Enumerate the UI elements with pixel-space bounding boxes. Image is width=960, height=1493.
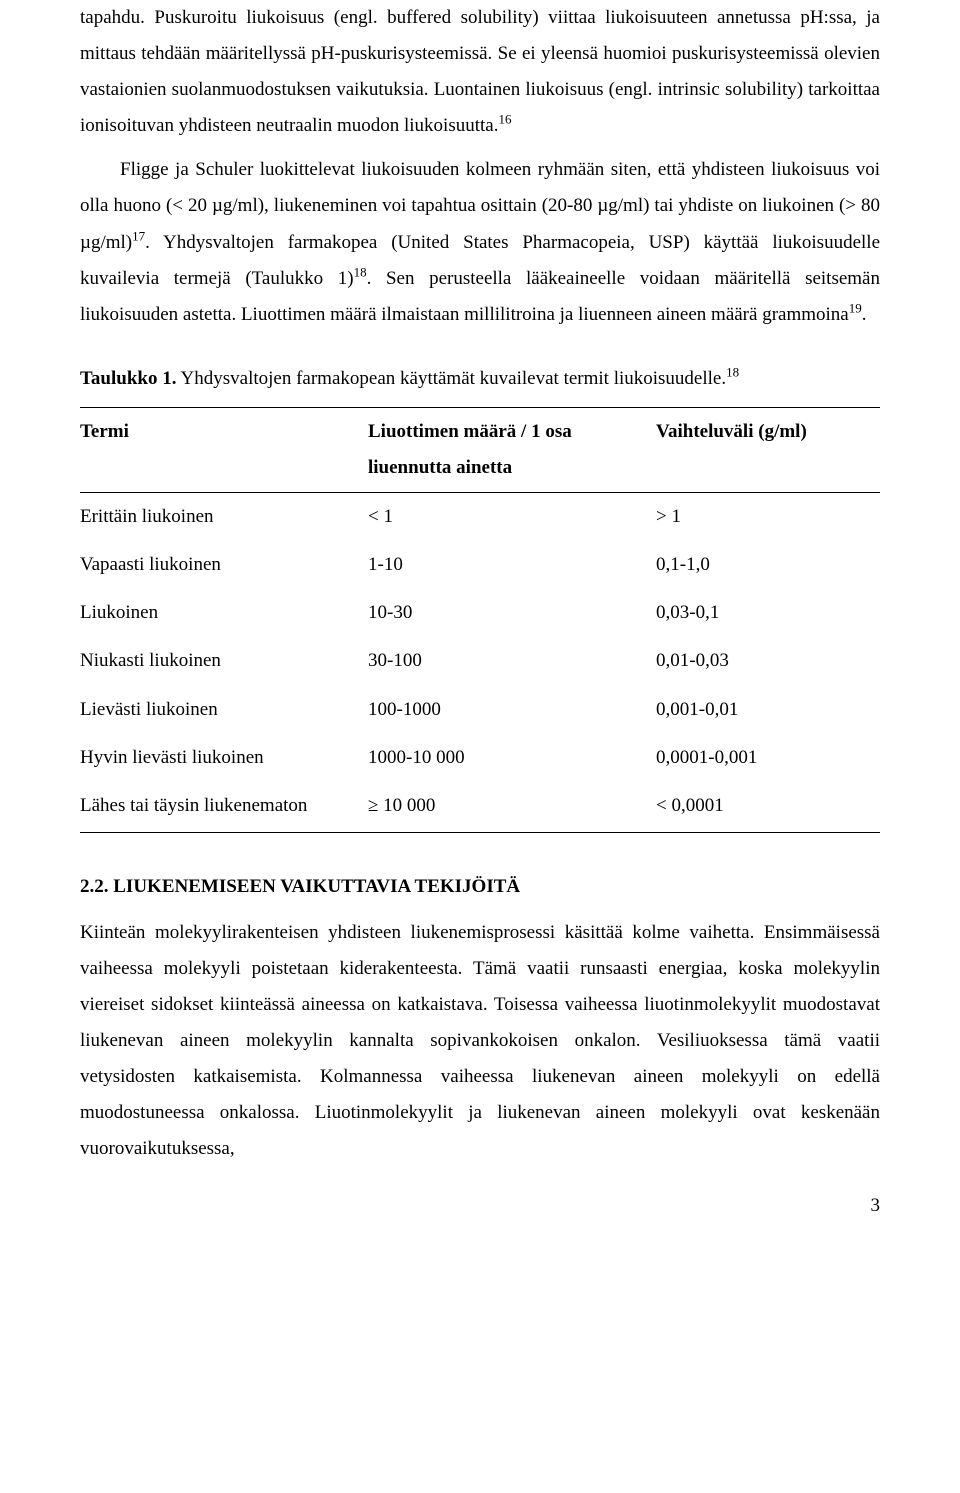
table-cell: 0,01-0,03	[656, 637, 880, 685]
table-row: Liukoinen10-300,03-0,1	[80, 589, 880, 637]
table-row: Hyvin lievästi liukoinen1000-10 0000,000…	[80, 734, 880, 782]
table-cell: < 1	[368, 493, 656, 542]
table-cell: Lievästi liukoinen	[80, 686, 368, 734]
table-header-termi: Termi	[80, 407, 368, 492]
table-cell: Vapaasti liukoinen	[80, 541, 368, 589]
table-row: Erittäin liukoinen< 1> 1	[80, 493, 880, 542]
table-cell: Niukasti liukoinen	[80, 637, 368, 685]
table-cell: Liukoinen	[80, 589, 368, 637]
table-header-vaihteluv: Vaihteluväli (g/ml)	[656, 407, 880, 492]
table-cell: > 1	[656, 493, 880, 542]
table-cell: 0,001-0,01	[656, 686, 880, 734]
page-number: 3	[80, 1188, 880, 1224]
ref-19: 19	[849, 300, 862, 315]
table-cell: 1-10	[368, 541, 656, 589]
table-cell: 0,0001-0,001	[656, 734, 880, 782]
ref-17: 17	[132, 228, 145, 243]
solubility-terms-table: Termi Liuottimen määrä / 1 osa liuennutt…	[80, 407, 880, 833]
table-cell: ≥ 10 000	[368, 782, 656, 833]
table-cell: < 0,0001	[656, 782, 880, 833]
table-header-liuottimen: Liuottimen määrä / 1 osa liuennutta aine…	[368, 407, 656, 492]
table-cell: 0,03-0,1	[656, 589, 880, 637]
table-cell: 10-30	[368, 589, 656, 637]
table-cell: 30-100	[368, 637, 656, 685]
paragraph-2d: .	[862, 304, 867, 325]
table-cell: 0,1-1,0	[656, 541, 880, 589]
table-cell: Hyvin lievästi liukoinen	[80, 734, 368, 782]
table-row: Niukasti liukoinen30-1000,01-0,03	[80, 637, 880, 685]
paragraph-3: Kiinteän molekyylirakenteisen yhdisteen …	[80, 915, 880, 1168]
table-row: Vapaasti liukoinen1-100,1-1,0	[80, 541, 880, 589]
table-cell: 1000-10 000	[368, 734, 656, 782]
table-cell: Erittäin liukoinen	[80, 493, 368, 542]
table-row: Lievästi liukoinen100-10000,001-0,01	[80, 686, 880, 734]
ref-18: 18	[354, 264, 367, 279]
caption-text: Yhdysvaltojen farmakopean käyttämät kuva…	[176, 368, 726, 389]
table-header-row: Termi Liuottimen määrä / 1 osa liuennutt…	[80, 407, 880, 492]
caption-ref: 18	[726, 365, 739, 380]
table-cell: 100-1000	[368, 686, 656, 734]
ref-16: 16	[498, 112, 511, 127]
table-row: Lähes tai täysin liukenematon≥ 10 000< 0…	[80, 782, 880, 833]
caption-label: Taulukko 1.	[80, 368, 176, 389]
paragraph-1-text: tapahdu. Puskuroitu liukoisuus (engl. bu…	[80, 7, 880, 136]
table-caption: Taulukko 1. Yhdysvaltojen farmakopean kä…	[80, 361, 880, 397]
section-heading: 2.2. LIUKENEMISEEN VAIKUTTAVIA TEKIJÖITÄ	[80, 869, 880, 905]
paragraph-1: tapahdu. Puskuroitu liukoisuus (engl. bu…	[80, 0, 880, 144]
paragraph-2: Fligge ja Schuler luokittelevat liukoisu…	[80, 152, 880, 332]
table-cell: Lähes tai täysin liukenematon	[80, 782, 368, 833]
